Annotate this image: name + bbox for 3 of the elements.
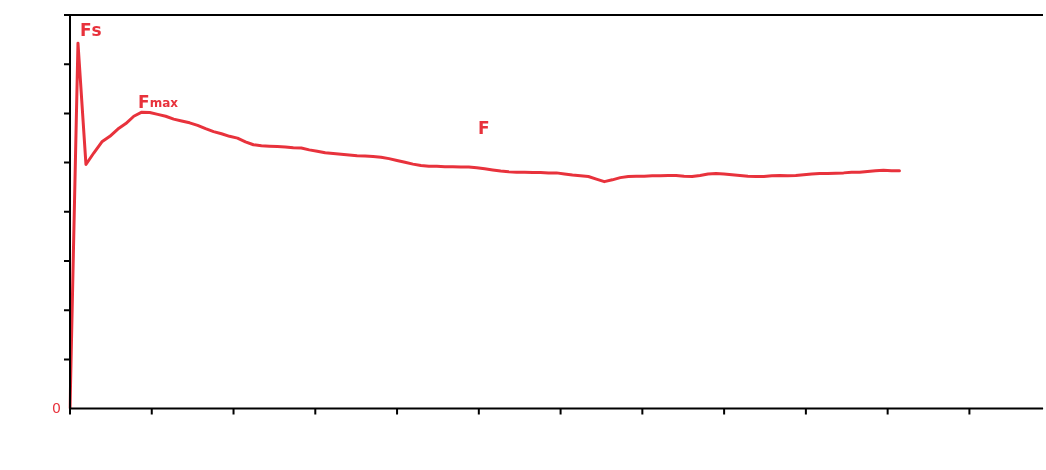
text: 0 <box>52 399 61 416</box>
annotation: F <box>478 118 490 138</box>
text: Fs <box>80 20 102 40</box>
